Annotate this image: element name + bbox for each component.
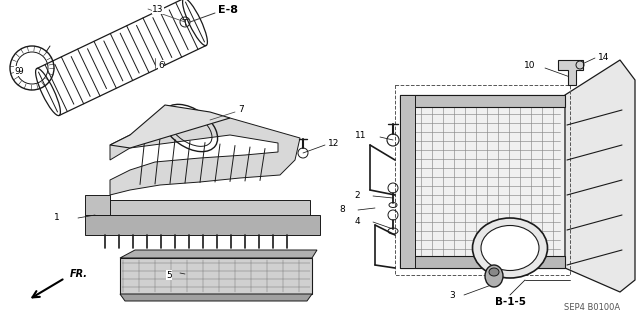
Text: 9: 9: [17, 66, 23, 76]
Text: 6: 6: [158, 61, 164, 70]
Text: 13: 13: [152, 4, 163, 13]
Text: FR.: FR.: [70, 269, 88, 279]
Polygon shape: [400, 95, 565, 107]
Ellipse shape: [481, 226, 539, 271]
Polygon shape: [85, 215, 320, 235]
Text: 3: 3: [449, 292, 455, 300]
Text: 14: 14: [598, 53, 609, 62]
Text: 8: 8: [339, 205, 345, 214]
Polygon shape: [95, 200, 310, 220]
Text: B-1-5: B-1-5: [495, 297, 525, 307]
Text: 4: 4: [355, 218, 360, 226]
Polygon shape: [400, 95, 415, 268]
Text: 7: 7: [238, 106, 244, 115]
Polygon shape: [120, 258, 312, 294]
Bar: [395, 85, 570, 275]
Polygon shape: [558, 60, 583, 85]
Ellipse shape: [472, 218, 547, 278]
Polygon shape: [85, 195, 110, 215]
Text: 12: 12: [328, 138, 339, 147]
Text: 2: 2: [355, 190, 360, 199]
Ellipse shape: [485, 265, 503, 287]
Text: E-8: E-8: [218, 5, 238, 15]
Polygon shape: [110, 118, 300, 195]
Text: 1: 1: [54, 213, 60, 222]
Text: 9: 9: [14, 66, 20, 76]
Text: 5: 5: [166, 271, 172, 279]
Polygon shape: [565, 60, 635, 292]
Text: SEP4 B0100A: SEP4 B0100A: [564, 303, 620, 313]
Polygon shape: [110, 105, 230, 148]
Polygon shape: [400, 95, 565, 268]
Ellipse shape: [489, 268, 499, 276]
Polygon shape: [120, 250, 317, 258]
Polygon shape: [400, 256, 565, 268]
Polygon shape: [120, 294, 312, 301]
Text: 10: 10: [524, 62, 535, 70]
Text: 11: 11: [355, 130, 366, 139]
